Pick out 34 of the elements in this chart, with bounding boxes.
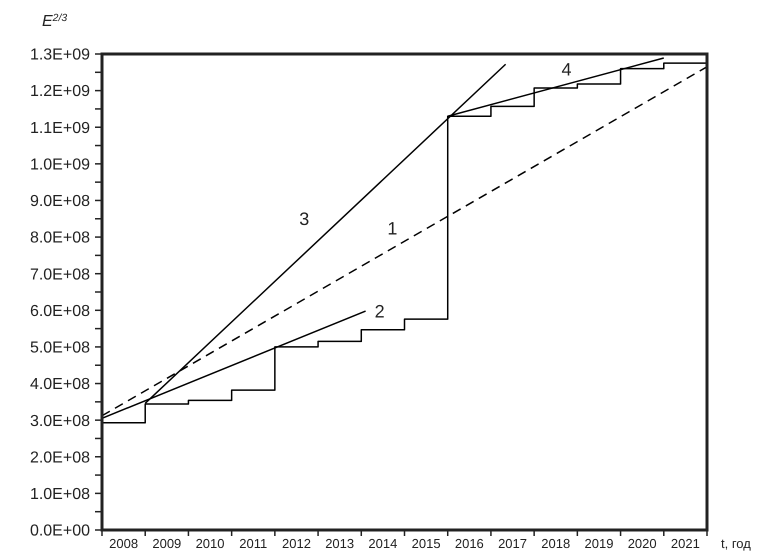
x-tick-label: 2008 bbox=[109, 536, 138, 551]
x-tick-label: 2021 bbox=[670, 536, 700, 551]
y-tick-label: 5.0E+08 bbox=[30, 340, 90, 357]
x-tick-label: 2019 bbox=[584, 536, 614, 551]
y-tick-label: 8.0E+08 bbox=[30, 230, 90, 247]
x-tick-label: 2011 bbox=[239, 536, 268, 551]
x-tick-label: 2020 bbox=[628, 536, 657, 551]
y-tick-label: 9.0E+08 bbox=[30, 193, 90, 210]
series-label: 1 bbox=[387, 218, 398, 239]
y-tick-label: 3.0E+08 bbox=[30, 412, 90, 430]
y-tick-label: 1.0E+08 bbox=[30, 486, 90, 503]
x-tick-label: 2013 bbox=[325, 536, 354, 551]
y-tick-label: 4.0E+08 bbox=[30, 376, 90, 394]
x-axis-title: t, год bbox=[721, 536, 752, 551]
x-tick-label: 2014 bbox=[368, 536, 398, 551]
y-tick-label: 1.2E+09 bbox=[30, 83, 90, 100]
y-tick-label: 7.0E+08 bbox=[30, 266, 90, 284]
x-tick-label: 2015 bbox=[412, 536, 441, 551]
y-axis-title: E$^{2/3}$ bbox=[42, 12, 68, 30]
series-label: 3 bbox=[299, 208, 310, 229]
y-tick-label: 1.1E+09 bbox=[30, 120, 90, 137]
x-tick-label: 2012 bbox=[282, 536, 311, 551]
x-tick-label: 2016 bbox=[454, 536, 484, 551]
y-tick-label: 6.0E+08 bbox=[30, 302, 90, 320]
series-label: 2 bbox=[374, 301, 385, 322]
x-tick-label: 2010 bbox=[196, 536, 224, 551]
y-tick-label: 0.0E+00 bbox=[30, 522, 90, 540]
y-tick-label: 1.3E+09 bbox=[30, 46, 90, 64]
y-tick-label: 1.0E+09 bbox=[30, 156, 90, 174]
x-tick-label: 2017 bbox=[498, 536, 527, 551]
series-label: 4 bbox=[562, 60, 572, 80]
x-tick-label: 2018 bbox=[541, 536, 570, 551]
x-tick-label: 2009 bbox=[152, 536, 182, 551]
y-tick-label: 2.0E+08 bbox=[30, 449, 90, 466]
